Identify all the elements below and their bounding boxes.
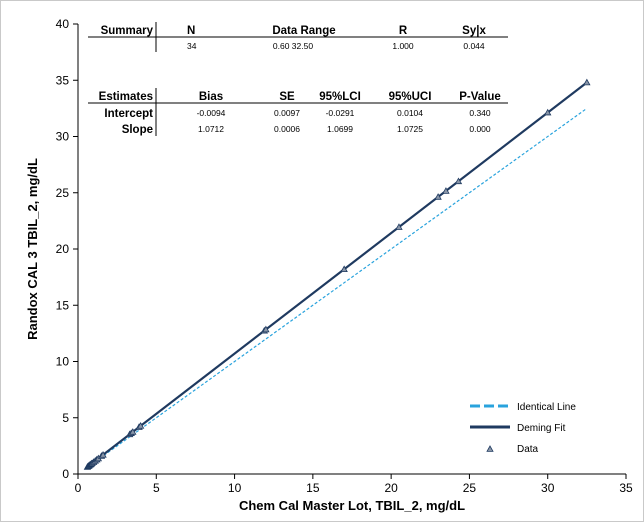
x-tick-label: 35 (619, 481, 633, 495)
data-point (340, 265, 348, 273)
data-point (395, 223, 403, 230)
summary-value-n: 34 (187, 41, 197, 51)
slope-lci: 1.0699 (327, 124, 353, 134)
data-point (262, 325, 270, 333)
summary-value-range: 0.60 32.50 (273, 41, 313, 51)
identical-line (87, 107, 588, 468)
data-point (583, 78, 591, 86)
intercept-uci: 0.0104 (397, 108, 423, 118)
slope-se: 0.0006 (274, 124, 300, 134)
intercept-bias: -0.0094 (197, 108, 226, 118)
estimates-row-label-intercept: Intercept (104, 108, 153, 120)
summary-header-syx: Sy|x (462, 25, 486, 37)
data-point (544, 108, 552, 116)
estimates-header-lci: 95%LCI (319, 91, 361, 103)
estimates-row-label-slope: Slope (122, 124, 153, 136)
y-tick-label: 10 (56, 355, 70, 369)
x-tick-label: 5 (153, 481, 160, 495)
x-tick-label: 25 (463, 481, 477, 495)
summary-header-n: N (187, 25, 195, 37)
y-tick-label: 25 (56, 186, 70, 200)
x-tick-label: 10 (228, 481, 242, 495)
y-tick-label: 40 (56, 17, 70, 31)
slope-uci: 1.0725 (397, 124, 423, 134)
summary-value-r: 1.000 (392, 41, 414, 51)
summary-header-range: Data Range (272, 25, 335, 37)
y-tick-label: 15 (56, 298, 70, 312)
y-axis-label: Randox CAL 3 TBIL_2, mg/dL (25, 158, 40, 340)
legend-label-data: Data (517, 444, 539, 455)
slope-bias: 1.0712 (198, 124, 224, 134)
summary-table: Summary N Data Range R Sy|x 34 0.60 32.5… (88, 22, 508, 52)
x-tick-label: 30 (541, 481, 555, 495)
deming-fit-line (86, 81, 588, 468)
x-axis-label: Chem Cal Master Lot, TBIL_2, mg/dL (239, 498, 465, 513)
summary-value-syx: 0.044 (463, 41, 485, 51)
estimates-header-pvalue: P-Value (459, 91, 501, 103)
estimates-header-bias: Bias (199, 91, 223, 103)
y-tick-label: 30 (56, 130, 70, 144)
y-tick-label: 0 (62, 467, 69, 481)
y-tick-label: 20 (56, 242, 70, 256)
legend: Identical Line Deming Fit Data (470, 402, 576, 455)
intercept-lci: -0.0291 (326, 108, 355, 118)
estimates-header-uci: 95%UCI (389, 91, 432, 103)
summary-header-r: R (399, 25, 408, 37)
y-tick-label: 5 (62, 411, 69, 425)
legend-swatch-data-marker (486, 445, 494, 452)
intercept-pvalue: 0.340 (469, 108, 491, 118)
slope-pvalue: 0.000 (469, 124, 491, 134)
data-point (442, 187, 450, 194)
estimates-header-se: SE (279, 91, 295, 103)
data-point (129, 428, 137, 435)
summary-header-label: Summary (101, 25, 154, 37)
data-point (99, 451, 107, 458)
x-tick-label: 20 (384, 481, 398, 495)
legend-label-deming-fit: Deming Fit (517, 423, 566, 434)
estimates-table: Estimates Bias SE 95%LCI 95%UCI P-Value … (88, 88, 508, 136)
y-tick-label: 35 (56, 73, 70, 87)
intercept-se: 0.0097 (274, 108, 300, 118)
x-tick-label: 15 (306, 481, 320, 495)
data-point (434, 193, 442, 200)
estimates-header-label: Estimates (99, 91, 153, 103)
legend-label-identical-line: Identical Line (517, 402, 576, 413)
data-point (136, 422, 145, 429)
data-point (454, 177, 463, 185)
x-tick-label: 0 (75, 481, 82, 495)
